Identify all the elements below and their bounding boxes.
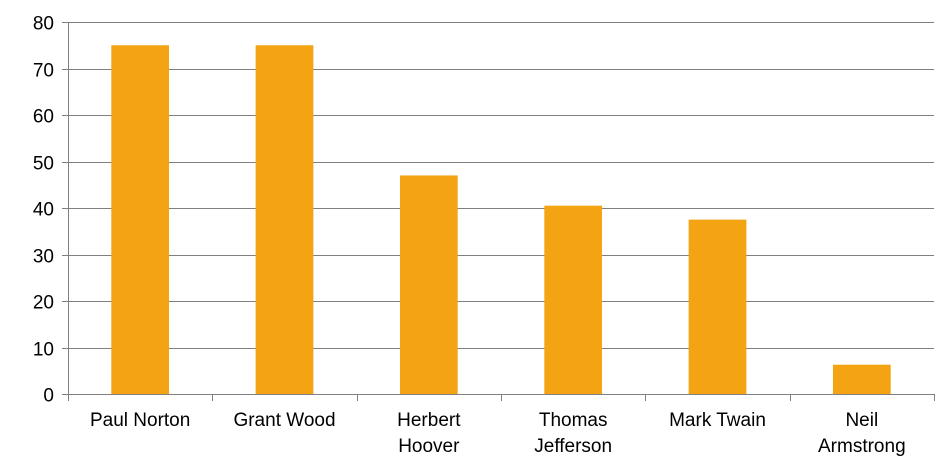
bar-thomas-jefferson	[544, 205, 603, 394]
y-tick-label: 20	[33, 293, 54, 314]
x-category-label: Mark Twain	[669, 410, 766, 431]
y-tick-label: 70	[33, 61, 54, 82]
bar-herbert-hoover	[399, 175, 458, 394]
x-category-label: Neil Armstrong	[818, 410, 906, 457]
bar-grant-wood	[255, 45, 314, 394]
x-category-label: Thomas Jefferson	[534, 410, 612, 457]
y-tick-labels: 0 10 20 30 40 50 60 70 80	[33, 14, 54, 407]
y-tick-label: 10	[33, 340, 54, 361]
y-tick-label: 50	[33, 154, 54, 175]
gridlines	[68, 22, 934, 349]
axes	[62, 22, 935, 401]
y-tick-label: 0	[43, 386, 54, 407]
y-tick-label: 40	[33, 200, 54, 221]
bar-paul-norton	[111, 45, 170, 394]
y-tick-label: 60	[33, 107, 54, 128]
x-category-label: Grant Wood	[233, 410, 335, 431]
x-category-label: Herbert Hoover	[397, 410, 461, 457]
x-category-label: Paul Norton	[90, 410, 190, 431]
y-tick-label: 30	[33, 247, 54, 268]
bar-neil-armstrong	[832, 364, 891, 394]
x-category-labels: Paul Norton Grant Wood Herbert Hoover Thomas…	[90, 410, 906, 457]
bar-mark-twain	[688, 219, 747, 394]
y-tick-label: 80	[33, 14, 54, 35]
bars	[111, 45, 891, 394]
